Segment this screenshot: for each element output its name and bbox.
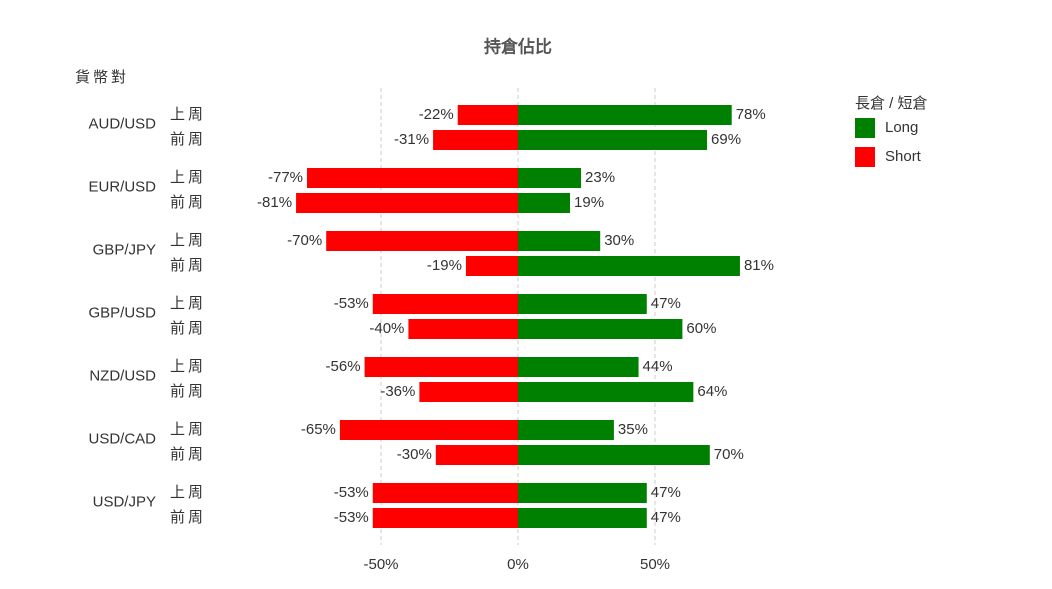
value-label: 19% [574, 194, 604, 211]
bar [518, 357, 639, 377]
value-label: 70% [714, 446, 744, 463]
period-label: 上周 [170, 421, 206, 438]
bar [518, 382, 694, 402]
bar [518, 256, 740, 276]
bar [457, 105, 518, 125]
bar [518, 105, 732, 125]
category-label: USD/CAD [88, 430, 156, 447]
period-label: 前周 [170, 509, 206, 526]
period-label: 上周 [170, 232, 206, 249]
bar [518, 319, 683, 339]
period-label: 前周 [170, 320, 206, 337]
value-label: 69% [711, 131, 741, 148]
value-label: 81% [744, 257, 774, 274]
bar [372, 294, 518, 314]
legend-title: 長倉 / 短倉 [855, 95, 928, 112]
category-label: USD/JPY [93, 493, 156, 510]
value-label: -19% [427, 257, 462, 274]
bar [419, 382, 518, 402]
category-label: EUR/USD [88, 178, 156, 195]
axis-group-label: 貨幣對 [75, 69, 129, 86]
category-label: AUD/USD [88, 115, 156, 132]
value-label: 47% [651, 295, 681, 312]
value-label: -36% [380, 383, 415, 400]
value-label: -81% [257, 194, 292, 211]
bar [372, 483, 518, 503]
value-label: -40% [369, 320, 404, 337]
x-tick-label: -50% [363, 556, 398, 573]
bar [518, 130, 708, 150]
bar [364, 357, 518, 377]
category-label: GBP/USD [88, 304, 156, 321]
period-label: 前周 [170, 257, 206, 274]
value-label: -56% [326, 358, 361, 375]
period-label: 上周 [170, 358, 206, 375]
value-label: -65% [301, 421, 336, 438]
legend-swatch [855, 147, 875, 167]
value-label: 35% [618, 421, 648, 438]
period-label: 前周 [170, 383, 206, 400]
bar [326, 231, 518, 251]
period-label: 上周 [170, 484, 206, 501]
bar [518, 231, 601, 251]
value-label: 47% [651, 509, 681, 526]
value-label: 47% [651, 484, 681, 501]
bar [408, 319, 518, 339]
bar [518, 420, 614, 440]
bar [518, 483, 647, 503]
period-label: 上周 [170, 295, 206, 312]
bar [435, 445, 518, 465]
bar [339, 420, 518, 440]
period-label: 前周 [170, 446, 206, 463]
period-label: 前周 [170, 131, 206, 148]
bar [372, 508, 518, 528]
value-label: -53% [334, 509, 369, 526]
value-label: -30% [397, 446, 432, 463]
legend-swatch [855, 118, 875, 138]
x-tick-label: 50% [640, 556, 670, 573]
period-label: 上周 [170, 169, 206, 186]
bar [296, 193, 518, 213]
value-label: -31% [394, 131, 429, 148]
value-label: 78% [736, 106, 766, 123]
value-label: 64% [697, 383, 727, 400]
value-label: 44% [643, 358, 673, 375]
value-label: 60% [686, 320, 716, 337]
bar [433, 130, 518, 150]
value-label: -53% [334, 295, 369, 312]
chart-title: 持倉佔比 [484, 36, 552, 56]
bar [518, 445, 710, 465]
bar [518, 508, 647, 528]
value-label: -77% [268, 169, 303, 186]
value-label: -70% [287, 232, 322, 249]
category-label: GBP/JPY [93, 241, 156, 258]
bar [307, 168, 518, 188]
bar [518, 193, 571, 213]
value-label: 23% [585, 169, 615, 186]
bar [518, 168, 582, 188]
category-label: NZD/USD [89, 367, 156, 384]
period-label: 前周 [170, 194, 206, 211]
legend-label: Long [885, 119, 918, 136]
bar [518, 294, 647, 314]
bar [465, 256, 518, 276]
legend-label: Short [885, 148, 922, 165]
value-label: 30% [604, 232, 634, 249]
value-label: -53% [334, 484, 369, 501]
x-tick-label: 0% [507, 556, 529, 573]
value-label: -22% [419, 106, 454, 123]
period-label: 上周 [170, 106, 206, 123]
